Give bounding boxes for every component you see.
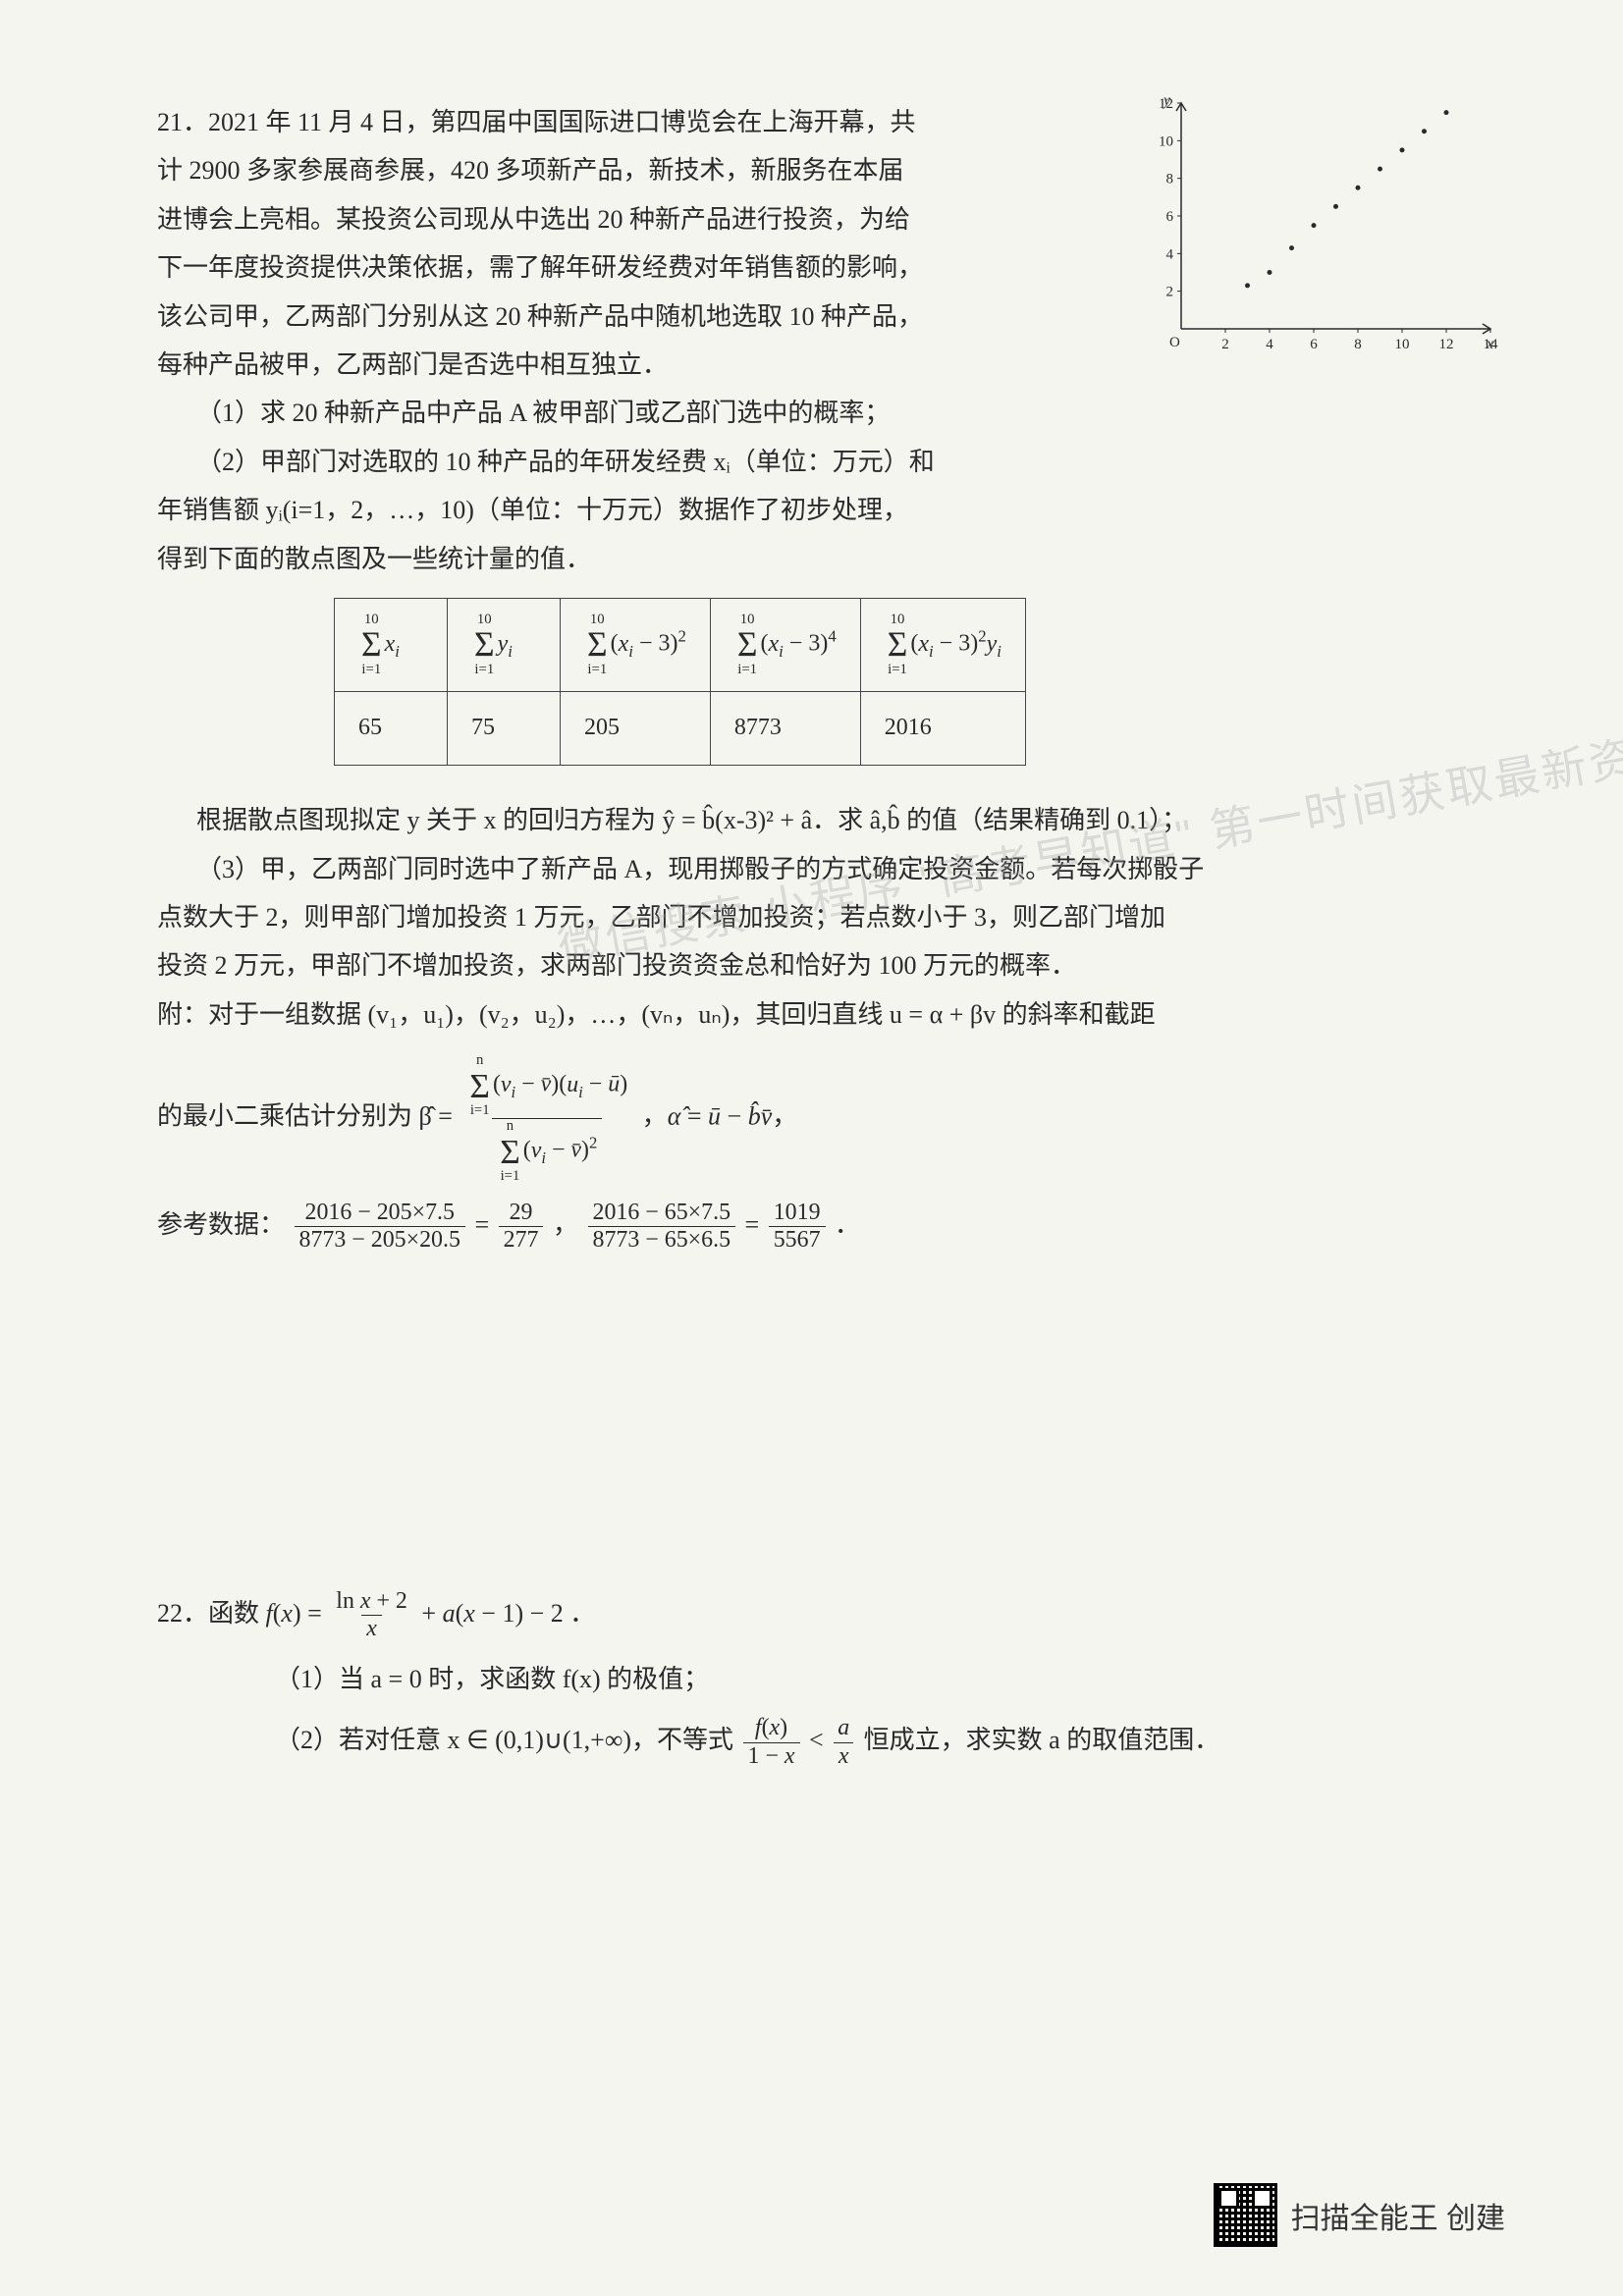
- problem-22: 22．函数 f(x) = ln x + 2 x + a(x − 1) − 2 ．…: [157, 1588, 1486, 1770]
- svg-text:2: 2: [1221, 337, 1229, 352]
- p22-prefix: 22．函数: [157, 1599, 266, 1628]
- th-3: 10Σi=1(xi − 3)2: [561, 598, 711, 691]
- svg-text:10: 10: [1395, 337, 1410, 352]
- p21-l4: 下一年度投资提供决策依据，需了解年研发经费对年销售额的影响，: [157, 243, 1093, 292]
- p22-q2-suffix: 恒成立，求实数 a 的取值范围．: [864, 1726, 1220, 1754]
- footer: 扫描全能王 创建: [1214, 2183, 1505, 2247]
- ref-f2d: 8773 − 65×6.5: [588, 1226, 736, 1255]
- p21-appendix1: 附：对于一组数据 (v₁，u₁)，(v₂，u₂)，…，(vₙ，uₙ)，其回归直线…: [157, 990, 1486, 1039]
- p21-after-table: 根据散点图现拟定 y 关于 x 的回归方程为 ŷ = b̂(x-3)² + â．…: [157, 796, 1486, 844]
- p21-l5: 该公司甲，乙两部门分别从这 20 种新产品中随机地选取 10 种产品，: [157, 293, 1093, 341]
- ref-e1n: 29: [505, 1200, 538, 1227]
- th-4: 10Σi=1(xi − 3)4: [710, 598, 860, 691]
- tv-1: 65: [335, 692, 448, 766]
- ref-f2n: 2016 − 65×7.5: [588, 1200, 736, 1227]
- p21-q3b: 点数大于 2，则甲部门增加投资 1 万元，乙部门不增加投资；若点数小于 3，则乙…: [157, 893, 1486, 941]
- appendix2-label: 的最小二乘估计分别为 β̂ =: [157, 1102, 459, 1131]
- p21-cont: 年销售额 yᵢ(i=1，2，…，10)（单位：十万元）数据作了初步处理， 得到下…: [157, 486, 1486, 583]
- table-row-header: 10Σi=1xi 10Σi=1yi 10Σi=1(xi − 3)2 10Σi=1…: [335, 598, 1026, 691]
- svg-text:4: 4: [1266, 337, 1273, 352]
- p22-q2-prefix: （2）若对任意 x ∈ (0,1)∪(1,+∞)，不等式: [275, 1726, 740, 1754]
- p21-q2b: 年销售额 yᵢ(i=1，2，…，10)（单位：十万元）数据作了初步处理，: [157, 486, 1486, 534]
- ref-label: 参考数据：: [157, 1210, 285, 1239]
- tv-5: 2016: [860, 692, 1025, 766]
- footer-text: 扫描全能王 创建: [1291, 2194, 1505, 2237]
- th-1: 10Σi=1xi: [335, 598, 448, 691]
- beta-formula: 的最小二乘估计分别为 β̂ = nΣi=1(vi − v̄)(ui − ū) n…: [157, 1053, 1486, 1184]
- tv-4: 8773: [710, 692, 860, 766]
- svg-text:x: x: [1486, 336, 1493, 352]
- table-row-values: 65 75 205 8773 2016: [335, 692, 1026, 766]
- p21-l3: 进博会上亮相。某投资公司现从中选出 20 种新产品进行投资，为给: [157, 195, 1093, 243]
- svg-text:6: 6: [1310, 337, 1318, 352]
- ref-e2n: 1019: [769, 1200, 826, 1227]
- p21-l6: 每种产品被甲，乙两部门是否选中相互独立．: [157, 341, 1093, 389]
- svg-text:8: 8: [1354, 337, 1362, 352]
- p21-l2: 计 2900 多家参展商参展，420 多项新产品，新技术，新服务在本届: [157, 146, 1093, 194]
- p21-q3c: 投资 2 万元，甲部门不增加投资，求两部门投资资金总和恰好为 100 万元的概率…: [157, 941, 1486, 989]
- svg-text:10: 10: [1159, 133, 1173, 149]
- qr-code-icon: [1214, 2183, 1277, 2247]
- p21-q1: （1）求 20 种新产品中产品 A 被甲部门或乙部门选中的概率；: [157, 389, 1093, 437]
- p22-suffix: ．: [569, 1599, 595, 1628]
- th-2: 10Σi=1yi: [448, 598, 561, 691]
- ref-f1d: 8773 − 205×20.5: [295, 1226, 465, 1255]
- svg-text:6: 6: [1166, 209, 1174, 225]
- tv-3: 205: [561, 692, 711, 766]
- svg-text:8: 8: [1166, 172, 1174, 187]
- tv-2: 75: [448, 692, 561, 766]
- p22-q1: （1）当 a = 0 时，求函数 f(x) 的极值；: [157, 1655, 1486, 1703]
- ref-e2d: 5567: [769, 1226, 826, 1255]
- svg-text:12: 12: [1439, 337, 1454, 352]
- p21-q3a: （3）甲，乙两部门同时选中了新产品 A，现用掷骰子的方式确定投资金额。若每次掷骰…: [157, 845, 1486, 893]
- svg-text:O: O: [1169, 335, 1180, 350]
- ref-e1d: 277: [499, 1226, 544, 1255]
- ref-f1n: 2016 − 205×7.5: [299, 1200, 459, 1227]
- p22-line1: 22．函数 f(x) = ln x + 2 x + a(x − 1) − 2 ．: [157, 1588, 1486, 1643]
- p21-q2a: （2）甲部门对选取的 10 种产品的年研发经费 xᵢ（单位：万元）和: [157, 438, 1093, 486]
- problem-21: 246810122468101214Oyx 21．2021 年 11 月 4 日…: [157, 98, 1486, 1255]
- stats-table: 10Σi=1xi 10Σi=1yi 10Σi=1(xi − 3)2 10Σi=1…: [334, 598, 1026, 766]
- th-5: 10Σi=1(xi − 3)2yi: [860, 598, 1025, 691]
- reference-data: 参考数据： 2016 − 205×7.5 8773 − 205×20.5 = 2…: [157, 1200, 1486, 1255]
- p21-q2c: 得到下面的散点图及一些统计量的值．: [157, 535, 1486, 583]
- svg-text:2: 2: [1166, 285, 1174, 300]
- p22-q2: （2）若对任意 x ∈ (0,1)∪(1,+∞)，不等式 f(x) 1 − x …: [157, 1715, 1486, 1770]
- svg-text:4: 4: [1166, 246, 1174, 262]
- p21-l1: 21．2021 年 11 月 4 日，第四届中国国际进口博览会在上海开幕，共: [157, 98, 1093, 146]
- svg-text:y: y: [1162, 92, 1171, 109]
- scatter-chart: 246810122468101214Oyx: [1142, 88, 1505, 379]
